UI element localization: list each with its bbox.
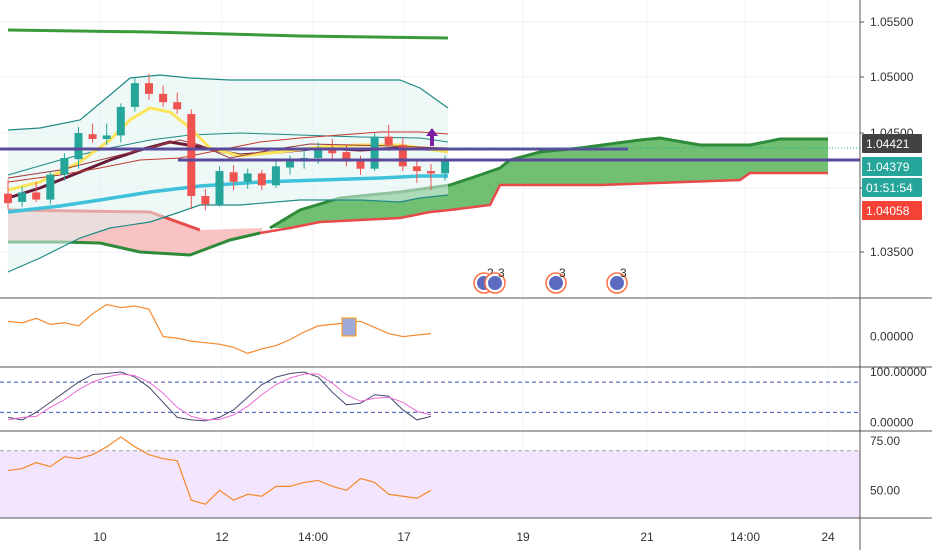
stochastic-tick-label: 0.00000 — [870, 415, 914, 429]
bollinger-lower — [7, 194, 449, 273]
momentum-tick-label: 0.00000 — [870, 330, 914, 344]
candle-body — [159, 93, 168, 103]
candle-body — [398, 144, 407, 167]
price-tag — [862, 157, 922, 176]
candle-body — [328, 149, 337, 154]
price-tag-label: 1.04058 — [866, 204, 910, 218]
calendar-event-icon[interactable]: 3 — [484, 266, 506, 294]
moving-average-cyan — [7, 174, 448, 214]
candle-body — [130, 83, 139, 107]
candle-body — [18, 192, 27, 202]
arrow-up-icon — [426, 128, 438, 146]
event-count: 3 — [620, 266, 627, 280]
candle-body — [32, 192, 41, 200]
grid-lines — [0, 0, 860, 518]
time-tick-label: 21 — [640, 530, 654, 544]
candle-body — [4, 193, 12, 204]
flag-icon — [549, 276, 563, 290]
price-tick-label: 1.03500 — [870, 245, 914, 259]
momentum-pane[interactable] — [7, 303, 432, 355]
candle-body — [102, 135, 111, 139]
candle-body — [427, 171, 435, 174]
stochastic-tick-label: 100.00000 — [870, 365, 927, 379]
calendar-event-icon[interactable]: 3 — [545, 266, 567, 294]
time-tick-label: 17 — [397, 530, 411, 544]
price-tag-label: 01:51:54 — [866, 181, 913, 195]
candle-body — [116, 106, 125, 136]
candle-body — [243, 173, 252, 182]
time-tick-label: 14:00 — [730, 530, 760, 544]
price-tags: 1.04421 1.04379 01:51:54 1.04058 — [862, 134, 922, 220]
selection-marker — [341, 317, 357, 337]
rsi-line — [7, 436, 432, 505]
candle-body — [271, 166, 280, 186]
candle-body — [342, 152, 351, 162]
candle-body — [257, 173, 266, 186]
momentum-line — [7, 303, 432, 355]
time-tick-label: 10 — [93, 530, 107, 544]
horizontal-levels[interactable] — [0, 128, 860, 162]
calendar-event-icon[interactable]: 3 — [606, 266, 628, 294]
bollinger-upper — [7, 74, 449, 131]
candle-body — [356, 161, 365, 169]
candle-body — [60, 158, 69, 175]
candle-body — [384, 136, 393, 145]
candle-body — [145, 83, 153, 94]
event-count: 3 — [559, 266, 566, 280]
stochastic-pane[interactable] — [0, 371, 860, 422]
candlestick-series[interactable] — [4, 73, 450, 211]
stochastic-d-line — [7, 373, 432, 421]
candle-body — [187, 114, 196, 197]
price-tag-label: 1.04421 — [866, 137, 910, 151]
event-count: 2 — [487, 266, 494, 280]
flag-icon — [488, 276, 502, 290]
candle-body — [215, 171, 224, 205]
price-tag-label: 1.04379 — [866, 160, 910, 174]
candle-body — [201, 196, 210, 205]
candle-body — [173, 102, 182, 110]
rsi-tick-label: 75.00 — [870, 434, 900, 448]
time-tick-label: 14:00 — [298, 530, 328, 544]
event-count: 3 — [498, 266, 505, 280]
flag-icon — [610, 276, 624, 290]
candle-body — [370, 136, 379, 169]
candle-body — [286, 161, 294, 168]
candle-body — [314, 149, 323, 159]
rsi-pane[interactable] — [0, 436, 860, 518]
rsi-band — [0, 450, 860, 518]
moving-average-red-thin — [7, 131, 449, 183]
stochastic-k-line — [7, 371, 432, 422]
price-tag — [862, 201, 922, 220]
price-tag — [862, 178, 922, 197]
candle-body — [88, 134, 97, 139]
ichimoku-lagging-line — [7, 28, 449, 40]
price-tag — [862, 134, 922, 153]
candle-body — [441, 160, 450, 174]
price-tick-label: 1.05000 — [870, 70, 914, 84]
time-tick-label: 12 — [215, 530, 229, 544]
candle-body — [229, 172, 238, 182]
price-tick-label: 1.05500 — [870, 15, 914, 29]
candle-body — [412, 166, 421, 172]
time-tick-label: 19 — [516, 530, 530, 544]
rsi-tick-label: 50.00 — [870, 483, 900, 497]
time-tick-label: 24 — [821, 530, 835, 544]
candle-body — [46, 174, 55, 200]
candle-body — [74, 133, 83, 160]
